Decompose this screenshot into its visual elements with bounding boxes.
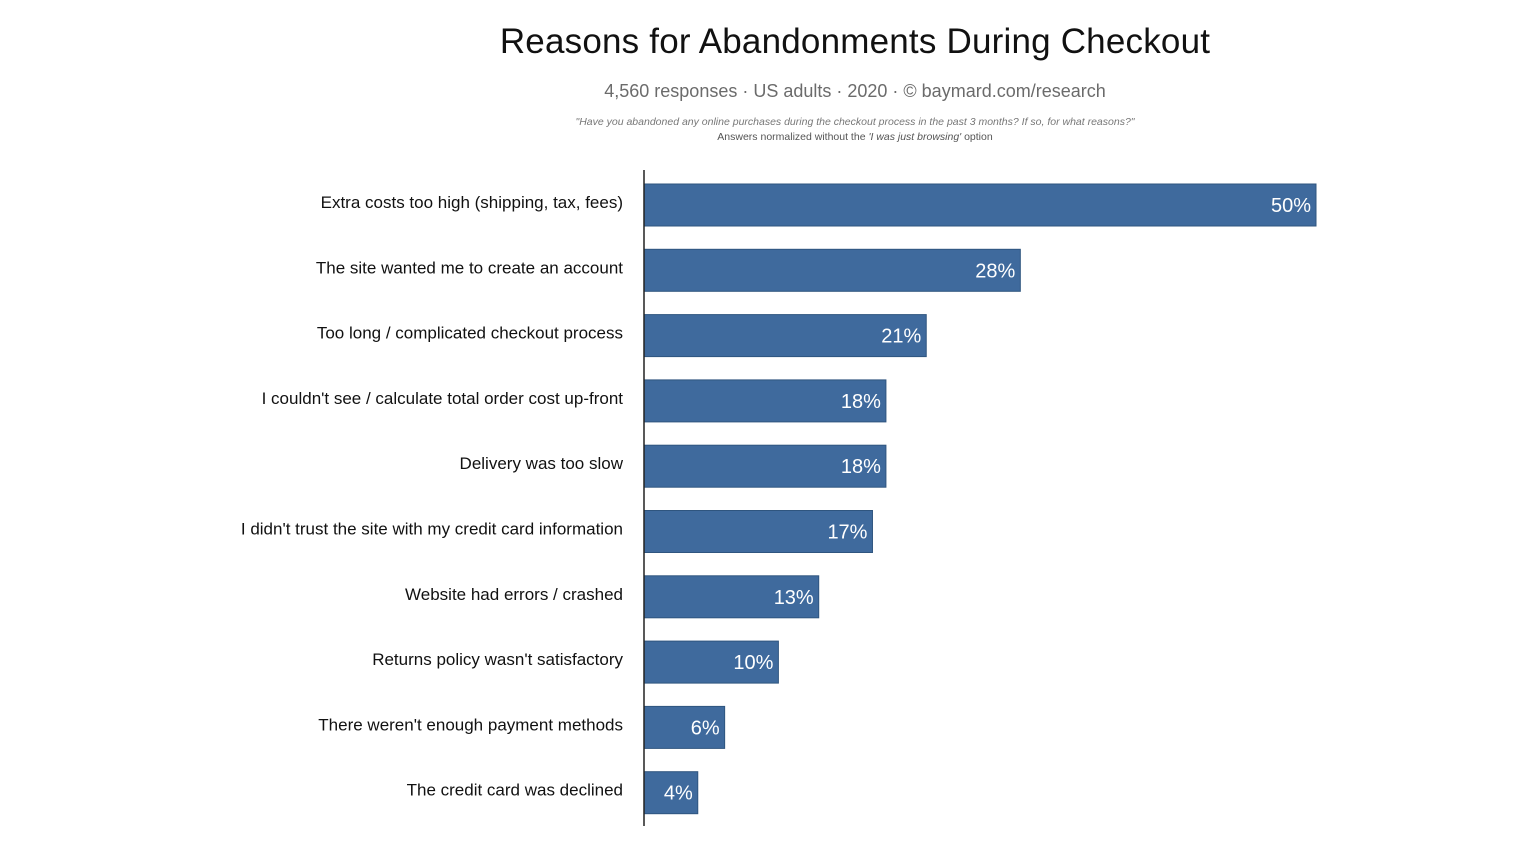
category-label: The site wanted me to create an account: [316, 258, 623, 277]
bars-group: Extra costs too high (shipping, tax, fee…: [241, 183, 1317, 815]
value-label: 50%: [1271, 195, 1311, 217]
category-label: Website had errors / crashed: [405, 585, 623, 604]
category-label: Extra costs too high (shipping, tax, fee…: [321, 193, 623, 212]
category-label: Too long / complicated checkout process: [317, 324, 623, 343]
category-label: There weren't enough payment methods: [318, 715, 623, 734]
note-prefix: Answers normalized without the: [717, 131, 869, 143]
value-label: 10%: [733, 652, 773, 674]
value-label: 18%: [841, 456, 881, 478]
value-label: 4%: [664, 783, 693, 805]
bar: [643, 379, 887, 423]
survey-question: "Have you abandoned any online purchases…: [575, 116, 1135, 128]
bar: [643, 248, 1021, 292]
normalization-note: Answers normalized without the 'I was ju…: [0, 131, 1533, 143]
bar: [643, 183, 1317, 227]
bar: [643, 510, 873, 553]
bar: [643, 705, 726, 749]
category-label: I couldn't see / calculate total order c…: [262, 389, 624, 408]
category-label: Returns policy wasn't satisfactory: [372, 650, 623, 669]
bar: [643, 640, 779, 684]
value-label: 18%: [841, 391, 881, 413]
chart-subtitle: 4,560 responses · US adults · 2020 · © b…: [604, 81, 1106, 101]
category-label: I didn't trust the site with my credit c…: [241, 520, 623, 539]
bar: [643, 575, 820, 619]
category-label: The credit card was declined: [407, 781, 623, 800]
value-label: 13%: [774, 587, 814, 609]
category-label: Delivery was too slow: [460, 454, 624, 473]
value-label: 21%: [881, 326, 921, 348]
value-label: 28%: [975, 260, 1015, 282]
chart-title: Reasons for Abandonments During Checkout: [499, 22, 1211, 61]
value-label: 17%: [827, 522, 867, 544]
bar: [643, 314, 927, 358]
note-emphasis: 'I was just browsing': [868, 131, 962, 143]
value-label: 6%: [691, 717, 720, 739]
note-suffix: option: [961, 131, 993, 143]
